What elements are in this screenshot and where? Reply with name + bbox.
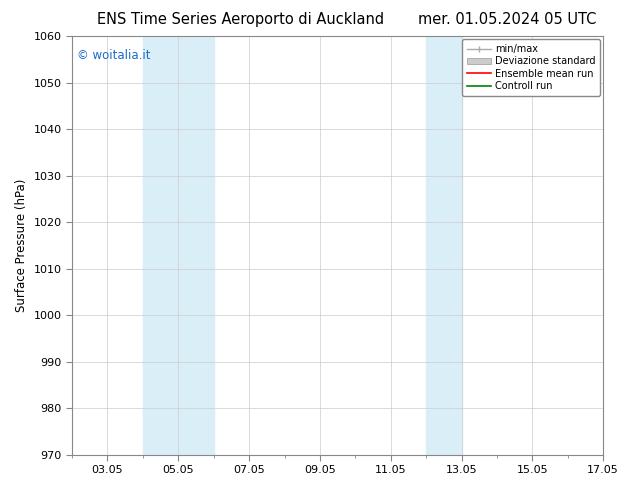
Text: ENS Time Series Aeroporto di Auckland: ENS Time Series Aeroporto di Auckland — [98, 12, 384, 27]
Text: © woitalia.it: © woitalia.it — [77, 49, 151, 62]
Y-axis label: Surface Pressure (hPa): Surface Pressure (hPa) — [15, 179, 28, 312]
Bar — [426, 36, 462, 455]
Legend: min/max, Deviazione standard, Ensemble mean run, Controll run: min/max, Deviazione standard, Ensemble m… — [462, 39, 600, 96]
Bar — [143, 36, 214, 455]
Text: mer. 01.05.2024 05 UTC: mer. 01.05.2024 05 UTC — [418, 12, 597, 27]
